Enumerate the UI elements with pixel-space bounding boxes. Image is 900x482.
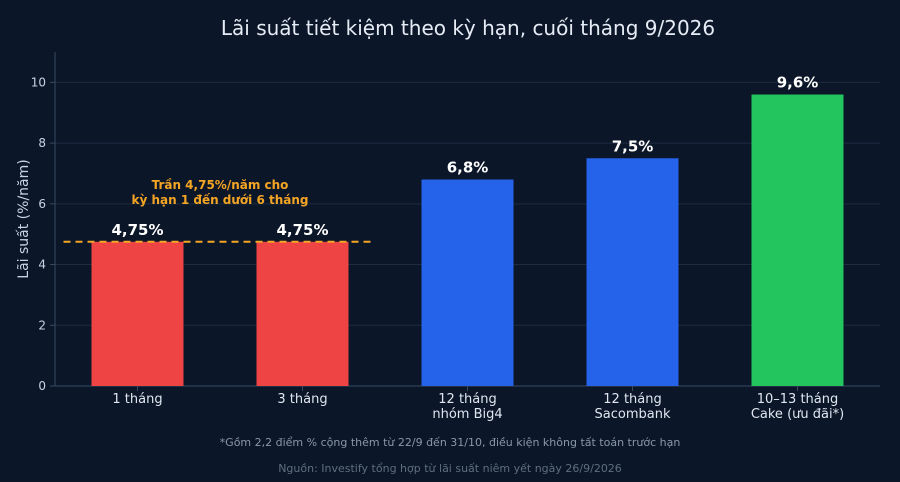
bar [751,94,844,386]
x-tick-label-line: Cake (ưu đãi*) [751,407,844,422]
x-tick-label-line: 10–13 tháng [757,392,839,407]
y-tick-label: 8 [38,136,46,150]
bar-value-label: 9,6% [777,74,819,92]
bar-value-label: 4,75% [276,221,328,239]
x-tick-label-line: Sacombank [595,407,671,422]
x-tick-label: 12 tháng Sacombank [595,392,671,422]
x-tick-label-line: 12 tháng [438,392,496,407]
x-tick-label: 12 tháng nhóm Big4 [432,392,502,422]
x-tick-label: 3 tháng [277,392,327,407]
ceiling-annotation: Trần 4,75%/năm cho kỳ hạn 1 đến dưới 6 th… [131,178,308,207]
y-tick-label: 0 [38,379,46,393]
bar-value-label: 7,5% [612,137,654,155]
y-axis-label: Lãi suất (%/năm) [16,159,32,278]
y-tick-label: 10 [31,75,46,89]
ceiling-annotation-line: kỳ hạn 1 đến dưới 6 tháng [131,193,308,207]
bar [421,179,514,386]
x-tick-label: 1 tháng [112,392,162,407]
reference-line-layer: Trần 4,75%/năm cho kỳ hạn 1 đến dưới 6 th… [63,178,373,243]
bar [256,241,349,386]
ceiling-annotation-line: Trần 4,75%/năm cho [152,178,289,192]
y-tick-label: 6 [38,197,46,211]
bar-value-label: 6,8% [447,159,489,177]
x-tick-label-line: 1 tháng [112,392,162,407]
x-tick-label-line: 12 tháng [603,392,661,407]
chart-title: Lãi suất tiết kiệm theo kỳ hạn, cuối thá… [221,16,715,40]
y-tick-label: 4 [38,258,46,272]
bar-value-label: 4,75% [111,221,163,239]
x-tick-label-line: 3 tháng [277,392,327,407]
x-tick-label: 10–13 tháng Cake (ưu đãi*) [751,392,844,422]
source-note: Nguồn: Investify tổng hợp từ lãi suất ni… [278,462,622,475]
bar [91,241,184,386]
footnote: *Gồm 2,2 điểm % cộng thêm từ 22/9 đến 31… [220,436,681,449]
bar [586,158,679,386]
y-tick-label: 2 [38,318,46,332]
x-tick-label-line: nhóm Big4 [432,407,502,422]
